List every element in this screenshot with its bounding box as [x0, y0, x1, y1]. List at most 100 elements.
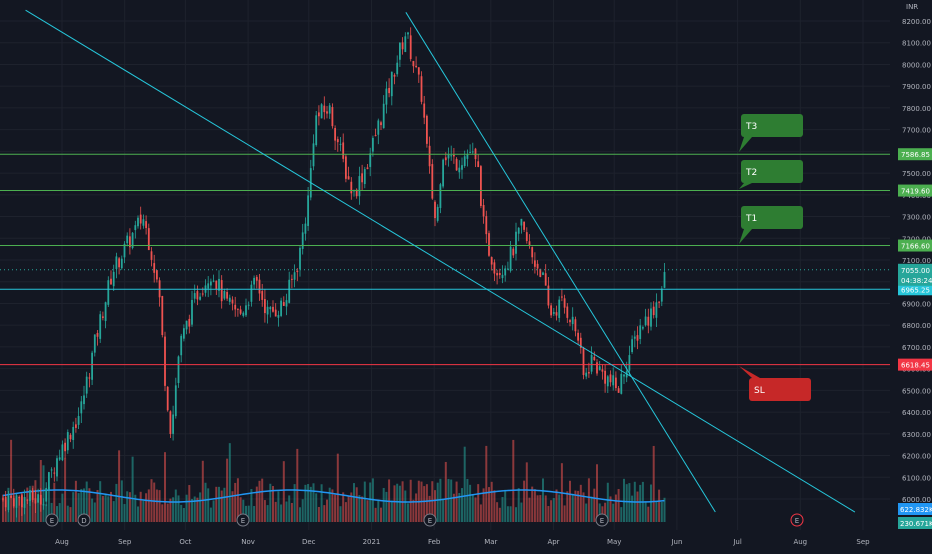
- price-tick-label: 7800.00: [902, 105, 931, 113]
- candle-body: [274, 309, 277, 317]
- candle-body: [58, 457, 61, 460]
- volume-bar: [172, 497, 175, 522]
- candle-body: [372, 137, 374, 152]
- candle-body: [639, 325, 642, 339]
- volume-bar: [471, 494, 474, 522]
- volume-bar: [336, 453, 339, 522]
- candle-body: [660, 288, 663, 302]
- volume-bar: [66, 505, 69, 522]
- candle-body: [77, 416, 80, 425]
- time-tick-label: Dec: [302, 538, 316, 546]
- volume-bar: [247, 505, 250, 522]
- volume-bar: [191, 498, 193, 522]
- candle-body: [193, 293, 196, 299]
- candle-body: [558, 299, 561, 318]
- candle-body: [642, 327, 644, 329]
- candle-body: [104, 302, 107, 322]
- candle-body: [174, 385, 177, 417]
- candle-body: [126, 235, 129, 244]
- volume-bar: [296, 448, 299, 522]
- volume-bar: [272, 486, 274, 522]
- candle-body: [534, 260, 536, 267]
- event-marker-label: E: [600, 517, 604, 525]
- candle-body: [577, 332, 579, 341]
- candle-body: [218, 278, 220, 291]
- candle-body: [409, 35, 412, 60]
- candle-body: [2, 498, 4, 500]
- event-marker: [77, 513, 91, 527]
- volume-bar: [566, 491, 569, 522]
- volume-bar: [598, 503, 601, 522]
- volume-bar: [242, 499, 245, 522]
- volume-bar: [85, 481, 88, 522]
- level-price-label: 7586.85: [901, 151, 930, 159]
- volume-bar: [236, 478, 239, 522]
- volume-bar: [523, 480, 526, 522]
- volume-bar: [550, 500, 553, 522]
- event-marker-label: E: [50, 517, 54, 525]
- candle-body: [428, 145, 431, 167]
- candle-body: [326, 111, 328, 114]
- candle-body: [593, 356, 596, 361]
- candle-body: [72, 426, 75, 441]
- candle-body: [393, 74, 396, 77]
- volume-bar: [555, 489, 558, 522]
- candle-body: [426, 115, 428, 144]
- volume-bar: [209, 507, 212, 522]
- current-price-tag-bg: [898, 263, 932, 286]
- volume-bar: [512, 439, 515, 522]
- volume-bar: [593, 488, 596, 522]
- price-tick-label: 6400.00: [902, 409, 931, 417]
- volume-bar: [193, 496, 196, 522]
- volume-bar: [452, 493, 455, 522]
- volume-bar: [326, 499, 328, 522]
- volume-bar: [517, 488, 520, 522]
- callout-pointer: [739, 137, 752, 152]
- volume-bar: [644, 502, 647, 522]
- price-tick-label: 6500.00: [902, 387, 931, 395]
- candle-body: [53, 472, 56, 474]
- candle-body: [80, 401, 83, 414]
- volume-bar: [501, 496, 504, 522]
- candle-body: [112, 271, 115, 287]
- volume-bar: [658, 489, 661, 522]
- volume-bar: [31, 485, 34, 522]
- volume-bar: [115, 483, 118, 522]
- volume-bar: [74, 480, 77, 522]
- time-tick-label: Aug: [793, 538, 807, 546]
- candle-body: [245, 305, 247, 316]
- candle-body: [280, 300, 282, 316]
- volume-bar: [385, 491, 388, 522]
- candle-body: [164, 336, 166, 386]
- volume-bar: [204, 482, 207, 522]
- candle-body: [293, 272, 296, 280]
- volume-bar: [126, 491, 129, 522]
- candle-body: [258, 279, 261, 294]
- volume-bar: [274, 501, 277, 522]
- candle-body: [566, 306, 569, 318]
- volume-bar: [199, 492, 202, 522]
- candle-body: [272, 306, 274, 312]
- candle-body: [26, 499, 29, 501]
- volume-bar: [212, 500, 215, 522]
- candle-body: [423, 103, 426, 118]
- candle-body: [390, 71, 393, 97]
- volume-bar: [110, 491, 112, 522]
- event-marker-label: D: [81, 517, 86, 525]
- candle-body: [347, 176, 350, 180]
- candle-body: [450, 155, 453, 157]
- candle-body: [226, 292, 228, 299]
- candle-body: [439, 184, 442, 208]
- time-tick-label: Mar: [484, 538, 497, 546]
- volume-bar: [539, 495, 542, 522]
- volume-bar: [215, 486, 218, 522]
- volume-bar: [53, 482, 56, 522]
- candle-body: [110, 278, 112, 285]
- candle-body: [509, 246, 512, 271]
- event-marker: [595, 513, 609, 527]
- candle-body: [504, 268, 507, 276]
- volume-bar: [380, 507, 382, 522]
- candle-body: [223, 290, 226, 299]
